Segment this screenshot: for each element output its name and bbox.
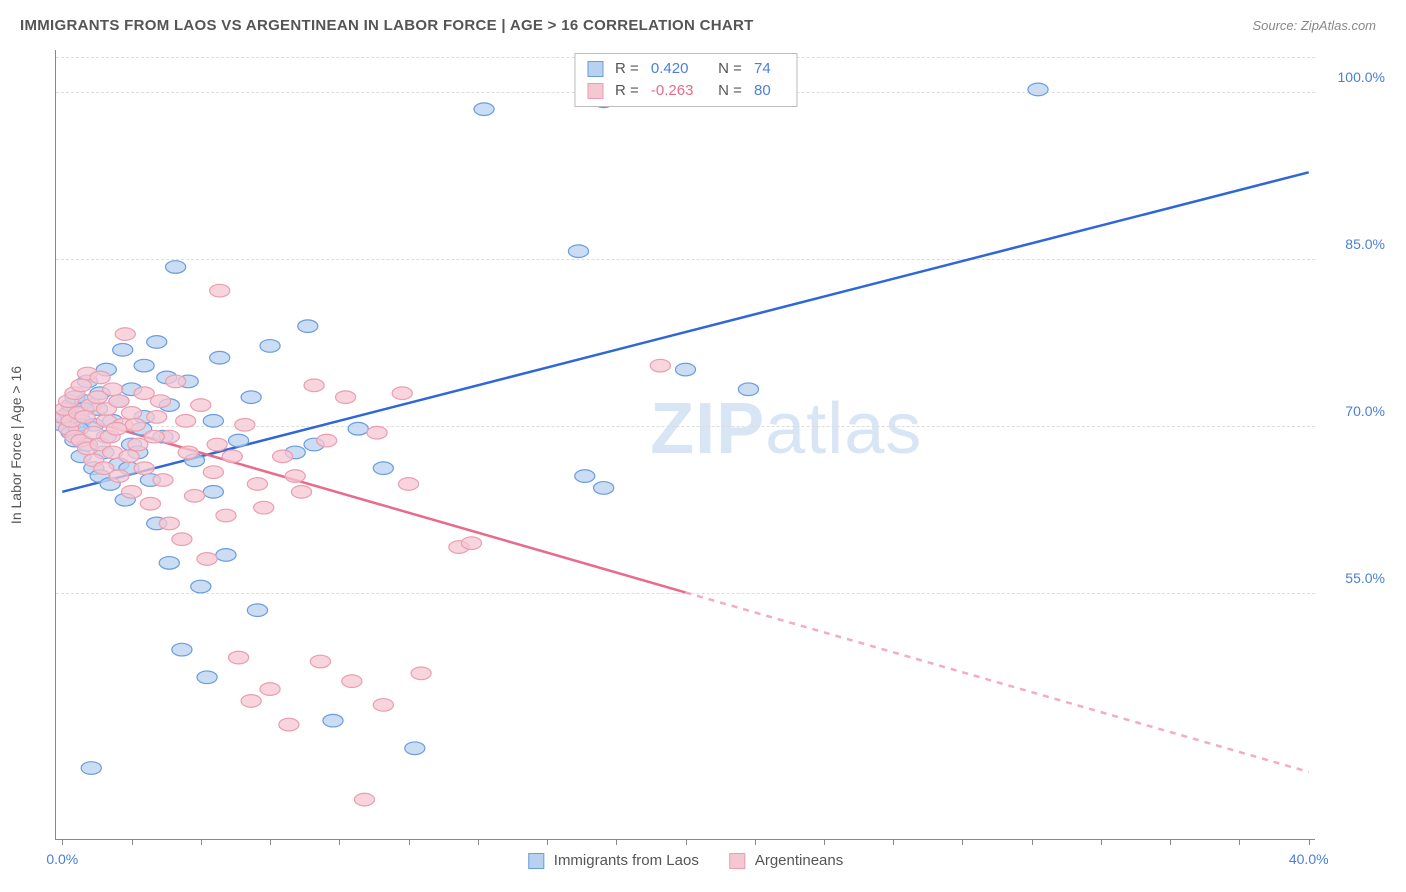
x-tick: [1309, 839, 1310, 845]
x-tick: [1032, 839, 1033, 845]
stats-swatch-series1: [587, 61, 603, 77]
chart-header: IMMIGRANTS FROM LAOS VS ARGENTINEAN IN L…: [0, 0, 1406, 40]
y-tick-label: 85.0%: [1325, 236, 1385, 252]
x-tick: [893, 839, 894, 845]
x-tick: [478, 839, 479, 845]
y-tick-label: 100.0%: [1325, 69, 1385, 85]
x-tick: [132, 839, 133, 845]
stats-row-series1: R = 0.420 N = 74: [587, 58, 784, 80]
x-tick: [547, 839, 548, 845]
stats-legend-box: R = 0.420 N = 74 R = -0.263 N = 80: [574, 53, 797, 107]
x-tick: [824, 839, 825, 845]
legend-label: Immigrants from Laos: [554, 852, 699, 869]
x-tick: [1170, 839, 1171, 845]
stats-r-label2: R =: [615, 80, 643, 102]
stats-r-series1: 0.420: [651, 58, 706, 80]
bottom-legend: Immigrants from Laos Argentineans: [528, 852, 843, 869]
stats-n-series1: 74: [754, 58, 784, 80]
legend-item: Argentineans: [729, 852, 843, 869]
x-tick: [62, 839, 63, 845]
x-tick: [270, 839, 271, 845]
x-tick: [1101, 839, 1102, 845]
x-tick: [686, 839, 687, 845]
stats-swatch-series2: [587, 83, 603, 99]
stats-r-series2: -0.263: [651, 80, 706, 102]
legend-item: Immigrants from Laos: [528, 852, 699, 869]
stats-n-label: N =: [714, 58, 746, 80]
x-tick-label: 0.0%: [46, 851, 78, 867]
x-tick: [1239, 839, 1240, 845]
legend-swatch: [729, 853, 745, 869]
x-tick-label: 40.0%: [1289, 851, 1329, 867]
stats-n-series2: 80: [754, 80, 784, 102]
x-tick: [339, 839, 340, 845]
x-tick: [201, 839, 202, 845]
y-tick-label: 55.0%: [1325, 570, 1385, 586]
stats-r-label: R =: [615, 58, 643, 80]
stats-n-label2: N =: [714, 80, 746, 102]
legend-swatch: [528, 853, 544, 869]
x-tick: [616, 839, 617, 845]
x-tick: [755, 839, 756, 845]
x-tick: [962, 839, 963, 845]
y-tick-label: 70.0%: [1325, 403, 1385, 419]
chart-source: Source: ZipAtlas.com: [1252, 18, 1376, 33]
y-axis-label: In Labor Force | Age > 16: [8, 365, 24, 523]
stats-row-series2: R = -0.263 N = 80: [587, 80, 784, 102]
chart-container: IMMIGRANTS FROM LAOS VS ARGENTINEAN IN L…: [0, 0, 1406, 892]
x-tick: [409, 839, 410, 845]
legend-label: Argentineans: [755, 852, 843, 869]
plot-area: ZIPatlas In Labor Force | Age > 16 R = 0…: [55, 50, 1315, 840]
chart-title: IMMIGRANTS FROM LAOS VS ARGENTINEAN IN L…: [20, 17, 754, 34]
chart-svg: [56, 50, 1315, 839]
